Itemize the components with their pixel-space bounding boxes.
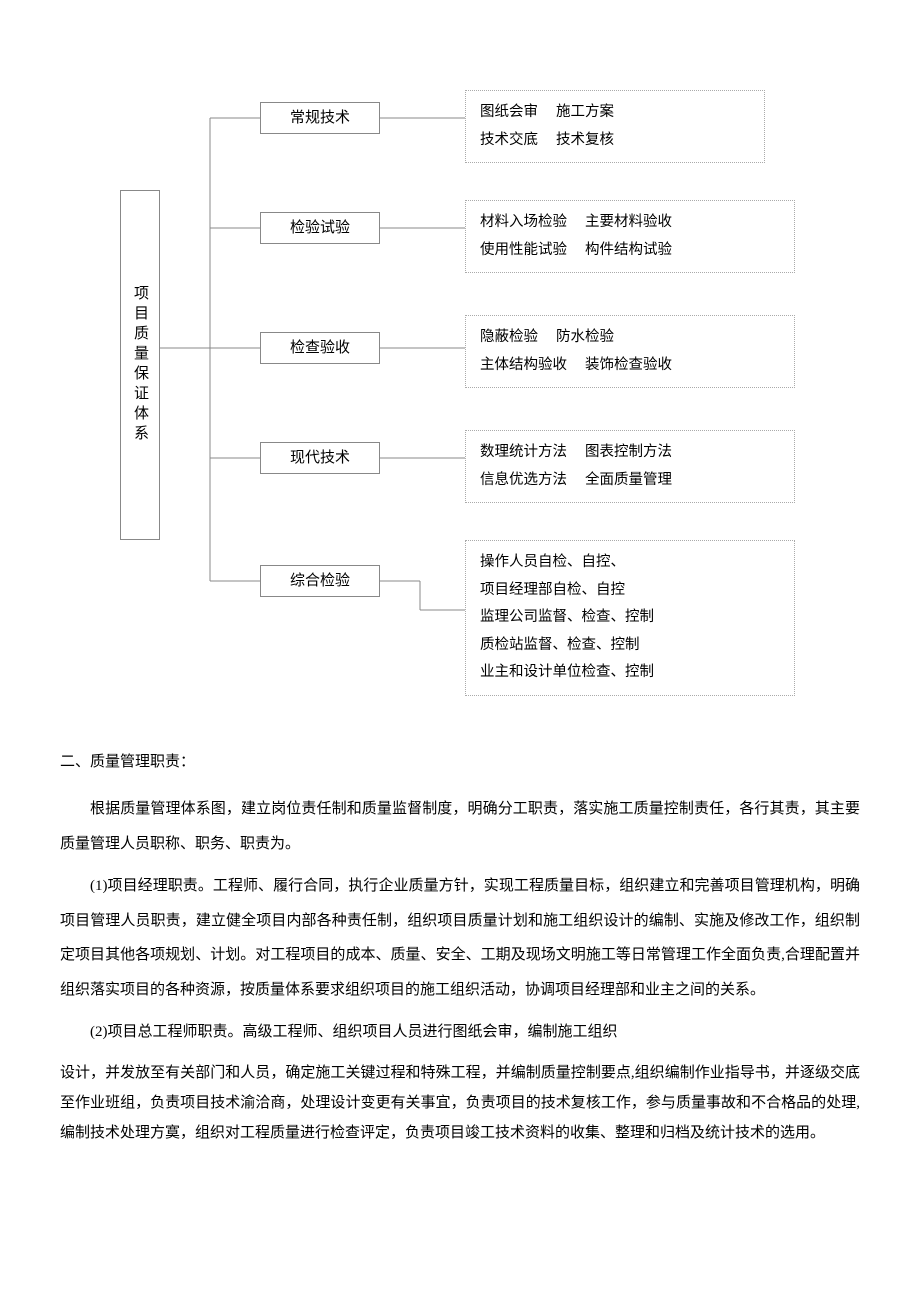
detail-line: 操作人员自检、自控、: [480, 549, 780, 577]
section-heading: 二、质量管理职责：: [60, 750, 860, 774]
mid-node: 现代技术: [260, 442, 380, 474]
mid-node: 综合检验: [260, 565, 380, 597]
mid-node: 检查验收: [260, 332, 380, 364]
mid-node: 常规技术: [260, 102, 380, 134]
detail-line: 质检站监督、检查、控制: [480, 632, 780, 660]
quality-system-diagram: 项目质量保证体系 常规技术 图纸会审施工方案技术交底技术复核检验试验 材料入场检验主…: [120, 90, 840, 720]
detail-node: 数理统计方法图表控制方法信息优选方法全面质量管理: [465, 430, 795, 503]
detail-node: 操作人员自检、自控、项目经理部自检、自控监理公司监督、检查、控制质检站监督、检查…: [465, 540, 795, 696]
detail-line: 信息优选方法全面质量管理: [480, 467, 780, 495]
mid-node: 检验试验: [260, 212, 380, 244]
detail-line: 隐蔽检验防水检验: [480, 324, 780, 352]
paragraph-1: (1)项目经理职责。工程师、履行合同，执行企业质量方针，实现工程质量目标，组织建…: [60, 869, 860, 1007]
detail-line: 材料入场检验主要材料验收: [480, 209, 780, 237]
detail-node: 图纸会审施工方案技术交底技术复核: [465, 90, 765, 163]
root-node: 项目质量保证体系: [120, 190, 160, 540]
detail-node: 隐蔽检验防水检验主体结构验收装饰检查验收: [465, 315, 795, 388]
paragraph-2b: 设计，并发放至有关部门和人员，确定施工关键过程和特殊工程，并编制质量控制要点,组…: [60, 1058, 860, 1148]
detail-line: 监理公司监督、检查、控制: [480, 604, 780, 632]
detail-line: 技术交底技术复核: [480, 127, 750, 155]
root-label: 项目质量保证体系: [128, 285, 152, 445]
detail-line: 业主和设计单位检查、控制: [480, 659, 780, 687]
detail-node: 材料入场检验主要材料验收使用性能试验构件结构试验: [465, 200, 795, 273]
paragraph-2a: (2)项目总工程师职责。高级工程师、组织项目人员进行图纸会审，编制施工组织: [60, 1015, 860, 1050]
detail-line: 项目经理部自检、自控: [480, 577, 780, 605]
intro-paragraph: 根据质量管理体系图，建立岗位责任制和质量监督制度，明确分工职责，落实施工质量控制…: [60, 792, 860, 861]
detail-line: 图纸会审施工方案: [480, 99, 750, 127]
detail-line: 使用性能试验构件结构试验: [480, 237, 780, 265]
detail-line: 主体结构验收装饰检查验收: [480, 352, 780, 380]
detail-line: 数理统计方法图表控制方法: [480, 439, 780, 467]
